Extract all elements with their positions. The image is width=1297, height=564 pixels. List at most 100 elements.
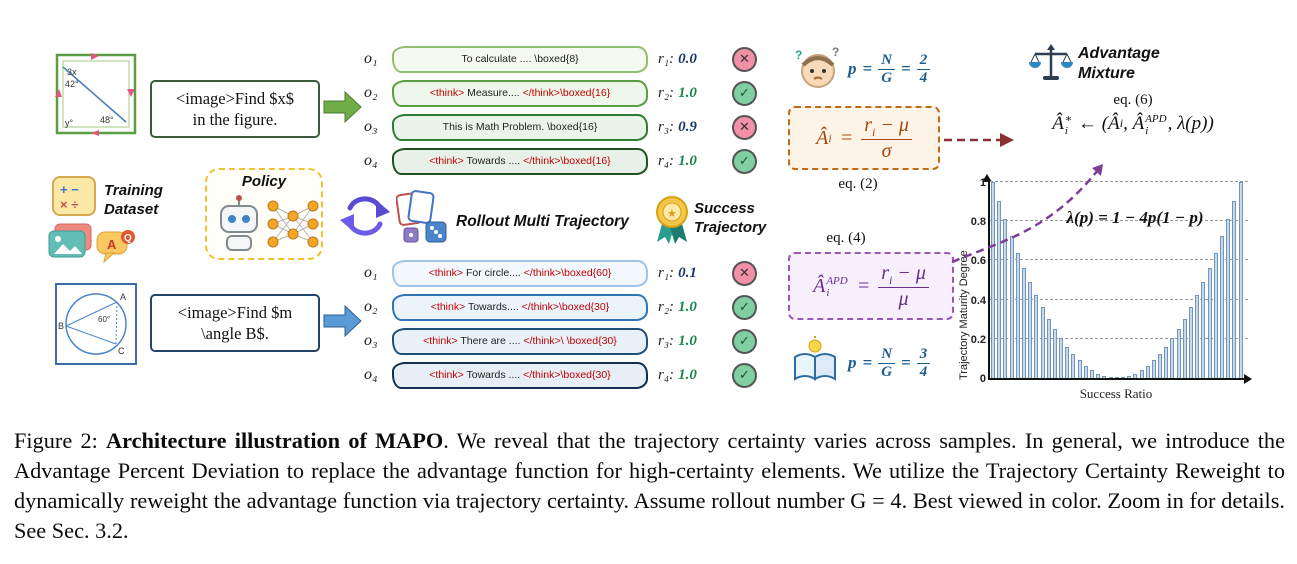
equals-sign: = — [856, 274, 871, 297]
reward-value: 1.0 — [678, 332, 697, 349]
reward-label: r₃: — [658, 332, 675, 349]
image-stack-icon — [48, 223, 92, 258]
left-arrow: ← ( — [1073, 112, 1109, 134]
training-label-line2: Dataset — [104, 200, 159, 218]
equals-sign: = — [901, 59, 911, 78]
eq2-label: eq. (2) — [838, 176, 878, 192]
reward-label: r₂: — [658, 84, 675, 101]
figure-canvas: 3x 42° 48° y° A B C 60° <image>Find $x$ … — [48, 44, 1265, 412]
trajectory-row: o₄ <think> Towards .... </think> \boxed{1… — [364, 146, 774, 176]
denominator: G — [881, 363, 893, 380]
numerator: 3 — [916, 346, 931, 364]
think-close-tag: </think> — [522, 87, 560, 99]
trajectory-text: For circle.... — [463, 267, 524, 279]
prompt-box-2: <image>Find $m \angle B$. — [150, 294, 320, 352]
a-hat-apd: Â — [1132, 112, 1145, 134]
certainty-reweight-chart: Trajectory Maturity Degree 0 0.2 0.4 0.6… — [950, 168, 1265, 412]
blue-block-arrow — [323, 304, 362, 338]
boxed-answer: \boxed{16} — [560, 155, 611, 167]
reward-label: r₄: — [658, 366, 675, 383]
trajectory-output-box: <think> Towards.... </think> \boxed{30} — [392, 293, 648, 321]
reward-value: 1.0 — [678, 152, 697, 169]
reward-value: 1.0 — [678, 298, 697, 315]
reward: r₃: 0.9 — [658, 119, 724, 136]
trajectory-index: o₄ — [364, 152, 378, 169]
geometry-problem-image-1: 3x 42° 48° y° — [55, 53, 137, 136]
reward: r₄: 1.0 — [658, 153, 724, 170]
prompt-line: in the figure. — [192, 110, 278, 129]
think-open-tag: <think> — [428, 267, 464, 279]
fail-icon: ✕ — [732, 46, 757, 72]
denominator: σ — [881, 140, 892, 163]
neural-network-icon — [267, 200, 319, 248]
trajectory-row: o₃ <think> There are .... </think>\ \box… — [364, 326, 774, 356]
success-icon: ✓ — [732, 328, 757, 354]
success-icon: ✓ — [732, 80, 757, 106]
caption-body: . We reveal that the trajectory certaint… — [14, 428, 1285, 543]
trajectory-row: o₄ <think> Towards .... </think> \boxed{3… — [364, 360, 774, 390]
boxed-answer: \boxed{30} — [560, 369, 611, 381]
trajectory-output-box: This is Math Problem. \boxed{16} — [392, 113, 648, 141]
sup-sub: APD i — [826, 275, 848, 299]
trajectory-row: o₁ To calculate .... \boxed{8} r₁: 0.0 ✕ — [364, 44, 774, 74]
trajectory-output-box: <think> Measure.... </think> \boxed{16} — [392, 79, 648, 107]
denominator: G — [881, 69, 893, 86]
trajectory-output-box: <think> For circle.... </think> \boxed{60… — [392, 259, 648, 287]
idea-book-icon — [794, 336, 836, 381]
reward-label: r₂: — [658, 298, 675, 315]
success-icon: ✓ — [732, 362, 757, 388]
think-open-tag: <think> — [429, 87, 465, 99]
a-hat: Â — [813, 274, 826, 297]
trajectory-index: o₃ — [364, 118, 378, 135]
numerator: ri − μ — [861, 114, 912, 141]
svg-text:?: ? — [795, 48, 802, 62]
chat-letter-q: Q — [124, 233, 132, 244]
trajectory-text: Measure.... — [464, 87, 523, 99]
reward-value: 1.0 — [678, 366, 697, 383]
trajectory-output-box: <think> Towards .... </think> \boxed{30} — [392, 361, 648, 389]
a-hat-star: Â — [1052, 112, 1064, 134]
reward-label: r₄: — [658, 152, 675, 169]
cycle-arrows-icon — [340, 196, 390, 236]
think-open-tag: <think> — [429, 155, 464, 167]
boxed-answer: \boxed{30} — [559, 301, 610, 313]
think-open-tag: <think> — [430, 301, 466, 313]
trajectory-index: o₂ — [364, 298, 378, 315]
reward-value: 1.0 — [678, 84, 697, 101]
balance-scale-icon — [1029, 44, 1073, 80]
p-symbol: p — [848, 353, 857, 372]
think-close-tag: </think> — [523, 155, 561, 167]
success-icon: ✓ — [732, 294, 757, 320]
trajectory-text: Towards.... — [465, 301, 522, 313]
numerator: N — [878, 52, 896, 70]
fail-icon: ✕ — [732, 260, 757, 286]
mixture-label-line2: Mixture — [1078, 65, 1135, 82]
denominator: μ — [898, 288, 909, 311]
think-close-tag: </think> — [521, 301, 560, 313]
chart-bars — [990, 182, 1244, 378]
trajectory-output-box: <think> There are .... </think>\ \boxed{… — [392, 327, 648, 355]
reward: r₄: 1.0 — [658, 367, 724, 384]
equals-sign: = — [839, 126, 854, 149]
think-close-tag: </think>\ — [523, 335, 564, 347]
svg-text:?: ? — [832, 46, 839, 59]
calc-symbols-row1: + − — [60, 182, 79, 197]
cards-dice-icon — [396, 190, 447, 243]
gridline — [990, 337, 1248, 339]
success-trajectory-label: Success Trajectory — [694, 200, 766, 238]
rollout-label: Rollout Multi Trajectory — [456, 213, 629, 230]
prompt-line: \angle B$. — [201, 324, 269, 343]
calc-symbols-row2: × ÷ — [60, 197, 78, 212]
p-symbol: p — [848, 59, 857, 78]
numerator: 2 — [916, 52, 931, 70]
gridline — [990, 181, 1248, 182]
trajectory-text: This is Math Problem. — [442, 121, 548, 133]
y-tick: 0 — [979, 373, 986, 385]
denominator: 4 — [919, 69, 928, 86]
